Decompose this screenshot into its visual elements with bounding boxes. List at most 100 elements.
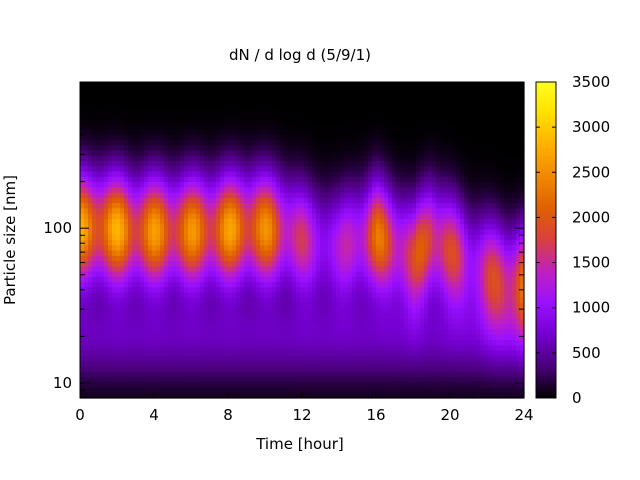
heatmap-cell — [368, 97, 373, 104]
heatmap-cell — [332, 139, 337, 146]
heatmap-cell — [392, 303, 397, 310]
heatmap-cell — [184, 319, 189, 325]
heatmap-cell — [228, 361, 233, 367]
heatmap-cell — [360, 261, 365, 267]
heatmap-cell — [84, 313, 89, 320]
heatmap-cell — [400, 292, 405, 299]
heatmap-cell — [336, 150, 341, 157]
heatmap-cell — [84, 203, 89, 209]
heatmap-cell — [220, 266, 225, 273]
heatmap-cell — [132, 308, 137, 315]
heatmap-cell — [368, 187, 373, 194]
heatmap-cell — [368, 371, 373, 378]
heatmap-cell — [144, 150, 149, 157]
heatmap-cell — [128, 266, 133, 273]
heatmap-cell — [404, 176, 409, 183]
heatmap-cell — [216, 155, 221, 162]
heatmap-cell — [108, 97, 113, 104]
heatmap-cell — [168, 255, 173, 262]
heatmap-cell — [364, 334, 369, 341]
heatmap-cell — [272, 234, 277, 241]
heatmap-cell — [336, 171, 341, 178]
heatmap-cell — [220, 155, 225, 162]
heatmap-cell — [264, 213, 269, 220]
heatmap-cell — [128, 161, 133, 167]
heatmap-cell — [376, 382, 381, 389]
heatmap-cell — [88, 176, 93, 183]
heatmap-cell — [212, 113, 217, 120]
heatmap-cell — [300, 97, 305, 104]
heatmap-cell — [312, 197, 317, 204]
heatmap-cell — [220, 192, 225, 199]
heatmap-cell — [88, 171, 93, 178]
heatmap-cell — [232, 187, 237, 194]
heatmap-cell — [380, 392, 385, 399]
heatmap-cell — [340, 203, 345, 209]
heatmap-cell — [164, 218, 169, 225]
heatmap-cell — [304, 319, 309, 325]
heatmap-cell — [388, 182, 393, 188]
heatmap-cell — [132, 171, 137, 178]
heatmap-cell — [304, 340, 309, 346]
heatmap-cell — [304, 350, 309, 357]
heatmap-cell — [180, 87, 185, 94]
heatmap-cell — [296, 366, 301, 373]
heatmap-cell — [344, 108, 349, 115]
heatmap-cell — [276, 166, 281, 173]
heatmap-cell — [308, 187, 313, 194]
heatmap-cell — [308, 366, 313, 373]
heatmap-cell — [104, 97, 109, 104]
heatmap-cell — [344, 371, 349, 378]
heatmap-cell — [328, 176, 333, 183]
heatmap-cell — [184, 203, 189, 209]
heatmap-cell — [276, 313, 281, 320]
heatmap-cell — [96, 355, 101, 362]
heatmap-cell — [196, 355, 201, 362]
heatmap-cell — [128, 187, 133, 194]
heatmap-cell — [124, 313, 129, 320]
heatmap-cell — [168, 103, 173, 109]
heatmap-cell — [344, 308, 349, 315]
heatmap-cell — [352, 261, 357, 267]
heatmap-cell — [124, 350, 129, 357]
heatmap-cell — [96, 292, 101, 299]
heatmap-cell — [336, 103, 341, 109]
heatmap-cell — [348, 266, 353, 273]
heatmap-cell — [88, 392, 93, 399]
heatmap-cell — [340, 145, 345, 152]
heatmap-cell — [212, 218, 217, 225]
heatmap-cell — [272, 355, 277, 362]
heatmap-cell — [352, 271, 357, 278]
heatmap-cell — [348, 82, 353, 88]
heatmap-cell — [200, 324, 205, 331]
heatmap-cell — [284, 182, 289, 188]
heatmap-cell — [168, 97, 173, 104]
heatmap-cell — [204, 303, 209, 310]
heatmap-cell — [180, 292, 185, 299]
heatmap-cell — [356, 361, 361, 367]
heatmap-cell — [164, 261, 169, 267]
heatmap-cell — [348, 329, 353, 336]
heatmap-cell — [404, 261, 409, 267]
heatmap-cell — [260, 213, 265, 220]
heatmap-cell — [104, 350, 109, 357]
heatmap-cell — [104, 292, 109, 299]
heatmap-cell — [364, 150, 369, 157]
heatmap-cell — [124, 392, 129, 399]
heatmap-cell — [280, 176, 285, 183]
heatmap-cell — [388, 155, 393, 162]
heatmap-cell — [372, 240, 377, 246]
heatmap-cell — [176, 108, 181, 115]
heatmap-cell — [96, 271, 101, 278]
heatmap-cell — [156, 271, 161, 278]
heatmap-cell — [388, 197, 393, 204]
heatmap-cell — [100, 166, 105, 173]
heatmap-cell — [180, 297, 185, 304]
heatmap-cell — [140, 392, 145, 399]
heatmap-cell — [120, 297, 125, 304]
heatmap-cell — [252, 155, 257, 162]
heatmap-cell — [140, 208, 145, 215]
heatmap-cell — [260, 187, 265, 194]
heatmap-cell — [376, 87, 381, 94]
heatmap-cell — [332, 103, 337, 109]
